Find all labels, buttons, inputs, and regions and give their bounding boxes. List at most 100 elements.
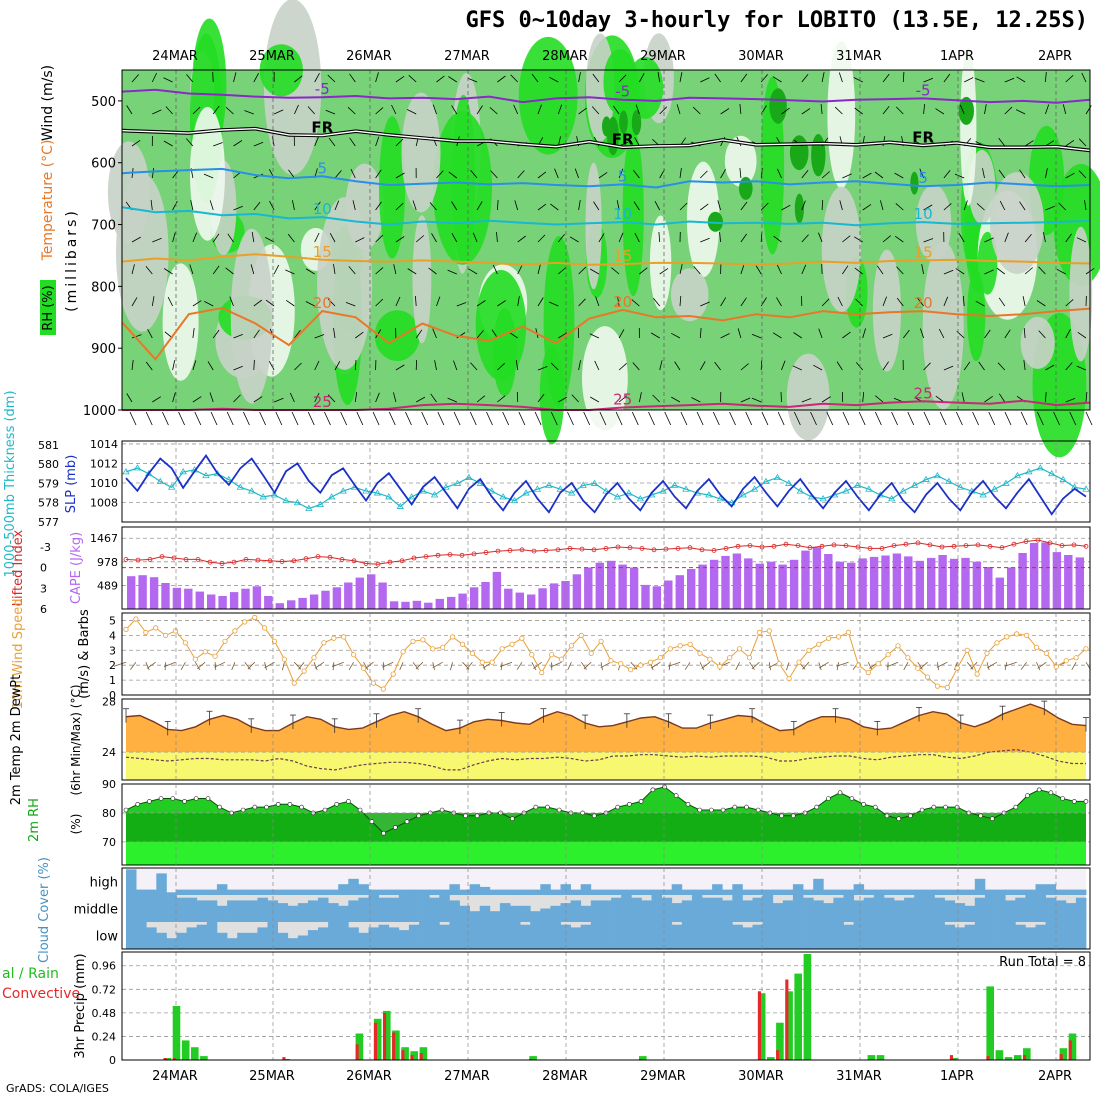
cloud-bar-low — [1005, 922, 1016, 949]
cloud-bar-low — [873, 922, 885, 949]
thickness-marker — [396, 502, 404, 509]
thickness-label: 1000-500mb Thickness (dm) — [3, 390, 18, 577]
cloud-bar-high — [712, 884, 723, 895]
rh-contour-blob — [230, 228, 273, 404]
wind-barb — [598, 172, 608, 179]
wind-barb — [329, 233, 336, 243]
thickness-marker — [990, 485, 999, 492]
cloud-bar-high — [489, 889, 501, 895]
precip-total-bar — [373, 1018, 382, 1060]
wind-barb — [558, 332, 568, 339]
rh-max-spot — [794, 193, 805, 224]
rh-max-spot — [958, 96, 974, 125]
wind-barb — [578, 298, 586, 307]
wind-barb — [294, 104, 299, 115]
lifted-index-marker — [147, 557, 153, 562]
cloud-bar-low — [277, 932, 289, 949]
cape-bar — [789, 559, 799, 609]
cloud-bar-high — [237, 889, 248, 895]
precip-convective-bar — [949, 1055, 953, 1060]
wind-barb — [659, 268, 669, 275]
wind-barb — [720, 108, 730, 115]
surface-barb — [469, 411, 477, 426]
bottom-day-label: 2APR — [1038, 1069, 1072, 1084]
precip-total-bar — [200, 1056, 208, 1060]
isotherm-label: 10 — [313, 200, 332, 218]
cape-bar — [595, 562, 604, 609]
precip-convective-bar — [1023, 1055, 1027, 1060]
cape-bar — [424, 602, 433, 609]
wind-barb — [537, 264, 541, 275]
cloud-bar-high — [520, 889, 531, 895]
lifted-index-marker — [615, 544, 621, 550]
rh-max-spot — [811, 134, 826, 177]
wind-speed-marker — [133, 616, 139, 622]
wind10m-barb — [244, 661, 251, 670]
wind-barb — [998, 137, 1006, 147]
thickness-marker — [442, 483, 450, 490]
cloud-bar-high — [186, 889, 198, 895]
wind-barb — [634, 232, 640, 243]
wind-barb — [412, 200, 417, 211]
wind10m-barb — [282, 662, 285, 671]
surface-barb — [745, 411, 753, 426]
precip-label-rain: al / Rain — [2, 966, 59, 982]
wind-speed-marker — [707, 656, 713, 662]
legend-wind: Wind (m/s) — [40, 65, 56, 141]
thickness-marker — [236, 483, 244, 490]
wind10m-barb — [180, 662, 186, 670]
cloud-bar-low — [611, 922, 622, 949]
thickness-marker — [785, 479, 793, 486]
cloud-bar-middle — [762, 895, 774, 922]
cape-bar — [275, 603, 284, 609]
cloud-bar-low — [843, 924, 854, 949]
cloud-bar-middle — [1015, 897, 1026, 922]
rh2m-marker — [896, 816, 902, 822]
surface-barb — [777, 411, 785, 426]
wind-barb — [375, 169, 382, 179]
rh-max-spot — [619, 110, 628, 134]
isotherm-label: 25 — [613, 391, 632, 409]
wind-speed-marker — [984, 650, 990, 656]
precip-y-tick: 0.72 — [92, 983, 117, 996]
upper-y-tick: 600 — [91, 157, 116, 172]
precip-convective-bar — [986, 1056, 990, 1060]
cloud-bar-high — [954, 889, 966, 895]
wind-barb — [821, 396, 831, 403]
wind-barb — [943, 169, 951, 179]
wind-speed-marker — [736, 646, 743, 652]
rh2m-marker — [650, 787, 656, 793]
wind-barb — [172, 360, 176, 371]
wind-speed-marker — [1073, 655, 1079, 661]
wind-barb — [894, 235, 904, 243]
wind-barb — [192, 300, 202, 307]
wind-barb — [451, 233, 458, 243]
rh-max-spot — [707, 211, 724, 232]
slp-y-tick: 1010 — [90, 477, 118, 490]
wind10m-barb — [650, 661, 661, 669]
thickness-marker — [510, 497, 519, 504]
wind-barb — [537, 393, 545, 403]
cloud-bar-low — [156, 932, 167, 949]
wind-speed-marker — [311, 655, 317, 661]
wind-barb — [842, 173, 852, 179]
wind-barb — [548, 301, 559, 307]
wind-speed-marker — [331, 635, 337, 641]
isotherm-label: 5 — [618, 167, 628, 185]
wind-speed-marker — [865, 669, 871, 676]
cape-y-tick: 1467 — [90, 532, 118, 545]
wind-barb — [186, 74, 194, 83]
cloud-bar-low — [782, 922, 794, 949]
wind10m-barb — [701, 661, 711, 669]
wind-barb — [1024, 140, 1034, 147]
wind-barb — [510, 74, 518, 83]
thickness-marker — [316, 500, 324, 508]
isotherm-label: -5 — [615, 83, 630, 101]
wind-barb — [489, 107, 498, 115]
cloud-bar-high — [338, 884, 349, 895]
thickness-marker — [739, 491, 747, 498]
wind-barb — [1038, 330, 1046, 339]
cloud-bar-low — [196, 924, 208, 949]
wind-barb — [632, 169, 640, 179]
rh2m-marker — [615, 804, 621, 810]
